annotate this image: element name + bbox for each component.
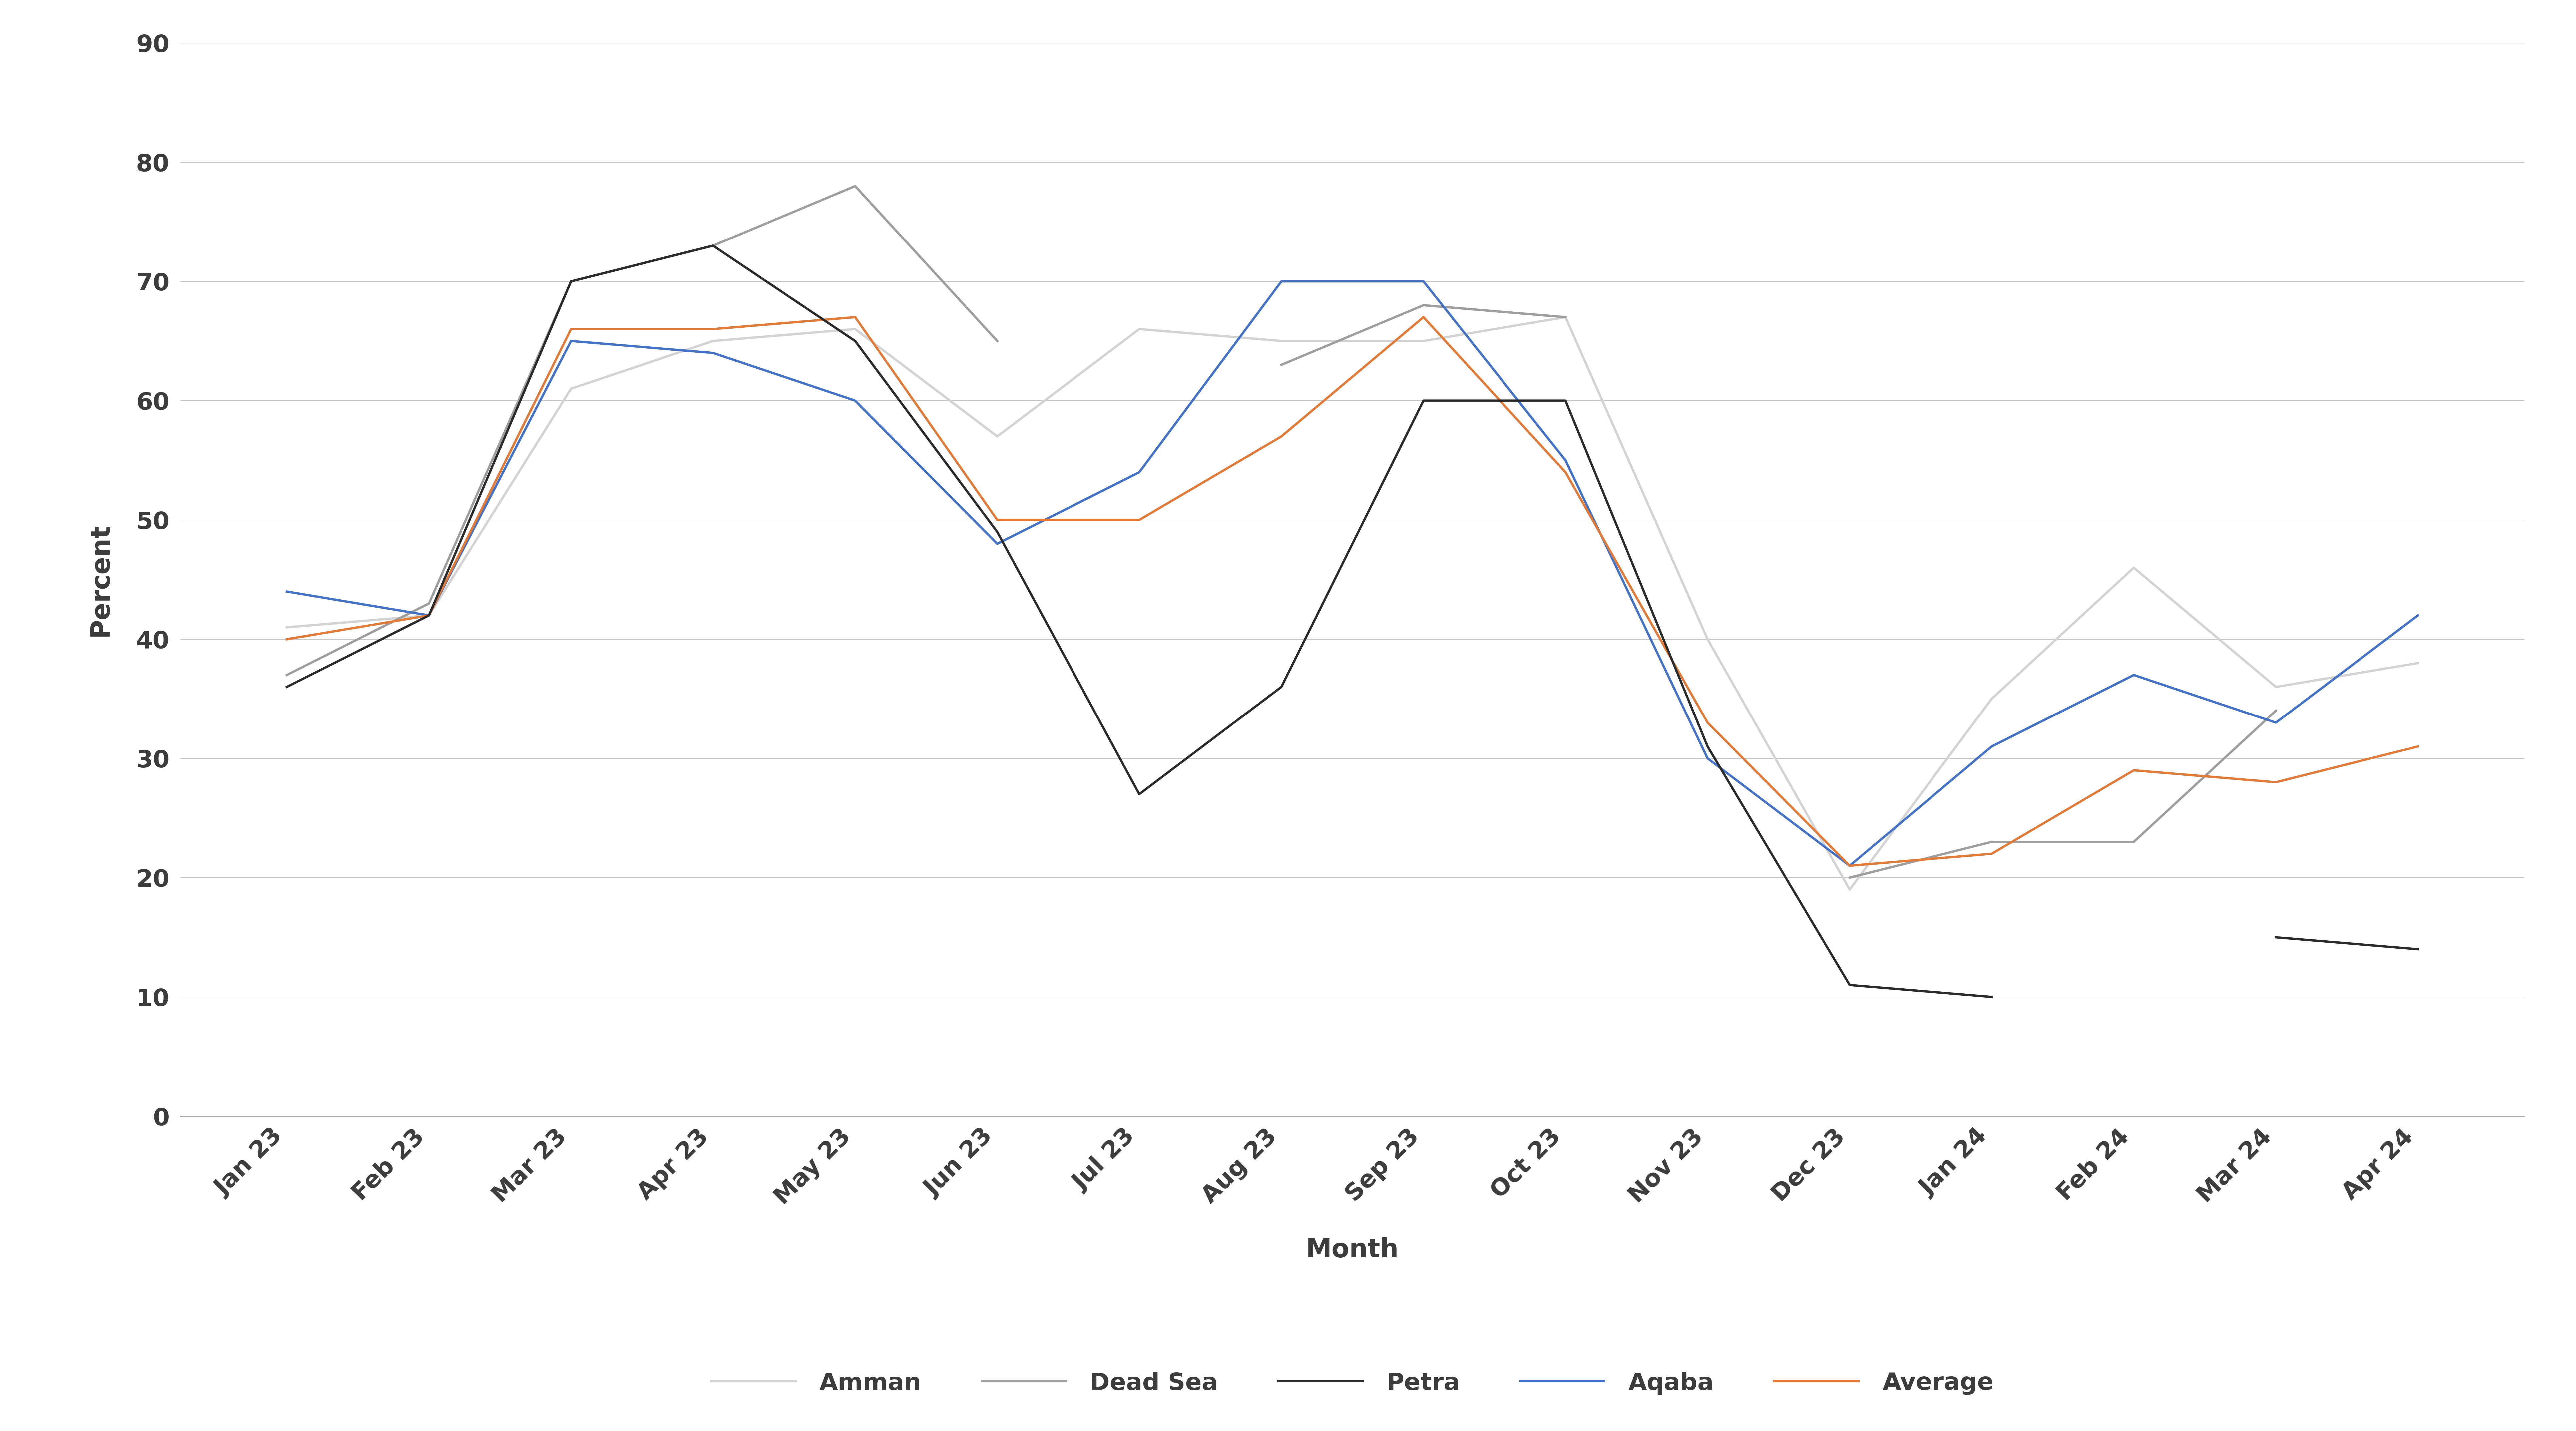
Average	[270, 631, 301, 648]
Amman	[2117, 560, 2148, 577]
Amman	[270, 618, 301, 635]
Dead Sea	[2259, 703, 2290, 720]
Aqaba	[1409, 273, 1440, 290]
X-axis label: Month: Month	[1306, 1238, 1399, 1262]
Aqaba	[270, 582, 301, 600]
Petra	[1265, 678, 1296, 695]
Dead Sea	[698, 238, 729, 255]
Average	[981, 511, 1012, 528]
Dead Sea	[415, 595, 446, 612]
Average	[556, 321, 587, 338]
Dead Sea	[1265, 356, 1296, 373]
Aqaba	[698, 345, 729, 362]
Amman	[556, 381, 587, 398]
Amman	[1409, 332, 1440, 349]
Petra	[270, 678, 301, 695]
Amman	[1265, 332, 1296, 349]
Dead Sea	[1551, 309, 1582, 326]
Amman	[2403, 654, 2434, 671]
Aqaba	[840, 392, 871, 409]
Amman	[1551, 309, 1582, 326]
Average	[1123, 511, 1154, 528]
Amman	[415, 607, 446, 624]
Petra	[1551, 392, 1582, 409]
Line: Amman: Amman	[286, 318, 2419, 890]
Dead Sea	[2117, 833, 2148, 850]
Average	[840, 309, 871, 326]
Average	[1409, 309, 1440, 326]
Average	[1834, 857, 1865, 874]
Aqaba	[1692, 750, 1723, 767]
Dead Sea	[1409, 296, 1440, 313]
Line: Dead Sea: Dead Sea	[286, 186, 2275, 877]
Amman	[698, 332, 729, 349]
Dead Sea	[981, 332, 1012, 349]
Petra	[2403, 940, 2434, 957]
Aqaba	[2403, 607, 2434, 624]
Average	[1692, 714, 1723, 731]
Petra	[556, 273, 587, 290]
Petra	[1834, 976, 1865, 993]
Average	[2259, 774, 2290, 791]
Amman	[981, 428, 1012, 445]
Aqaba	[1551, 452, 1582, 469]
Amman	[1976, 690, 2007, 707]
Aqaba	[2259, 714, 2290, 731]
Petra	[2259, 929, 2290, 946]
Dead Sea	[270, 667, 301, 684]
Amman	[1834, 881, 1865, 899]
Legend: Amman, Dead Sea, Petra, Aqaba, Average: Amman, Dead Sea, Petra, Aqaba, Average	[701, 1362, 2004, 1405]
Line: Petra: Petra	[286, 246, 2419, 997]
Line: Aqaba: Aqaba	[286, 282, 2419, 866]
Y-axis label: Percent: Percent	[88, 522, 113, 637]
Aqaba	[2117, 667, 2148, 684]
Aqaba	[1265, 273, 1296, 290]
Line: Average: Average	[286, 318, 2419, 866]
Amman	[2259, 678, 2290, 695]
Dead Sea	[840, 177, 871, 195]
Aqaba	[1976, 738, 2007, 756]
Amman	[1123, 321, 1154, 338]
Petra	[698, 238, 729, 255]
Average	[1976, 846, 2007, 863]
Petra	[1976, 989, 2007, 1006]
Amman	[840, 321, 871, 338]
Average	[415, 607, 446, 624]
Petra	[415, 607, 446, 624]
Dead Sea	[1976, 833, 2007, 850]
Average	[2403, 738, 2434, 756]
Petra	[840, 332, 871, 349]
Aqaba	[1123, 464, 1154, 481]
Petra	[1123, 786, 1154, 803]
Dead Sea	[556, 273, 587, 290]
Petra	[981, 524, 1012, 541]
Aqaba	[1834, 857, 1865, 874]
Aqaba	[981, 535, 1012, 552]
Dead Sea	[1834, 869, 1865, 886]
Petra	[1692, 738, 1723, 756]
Aqaba	[556, 332, 587, 349]
Average	[1551, 464, 1582, 481]
Amman	[1692, 631, 1723, 648]
Average	[2117, 761, 2148, 778]
Petra	[1409, 392, 1440, 409]
Average	[1265, 428, 1296, 445]
Average	[698, 321, 729, 338]
Aqaba	[415, 607, 446, 624]
